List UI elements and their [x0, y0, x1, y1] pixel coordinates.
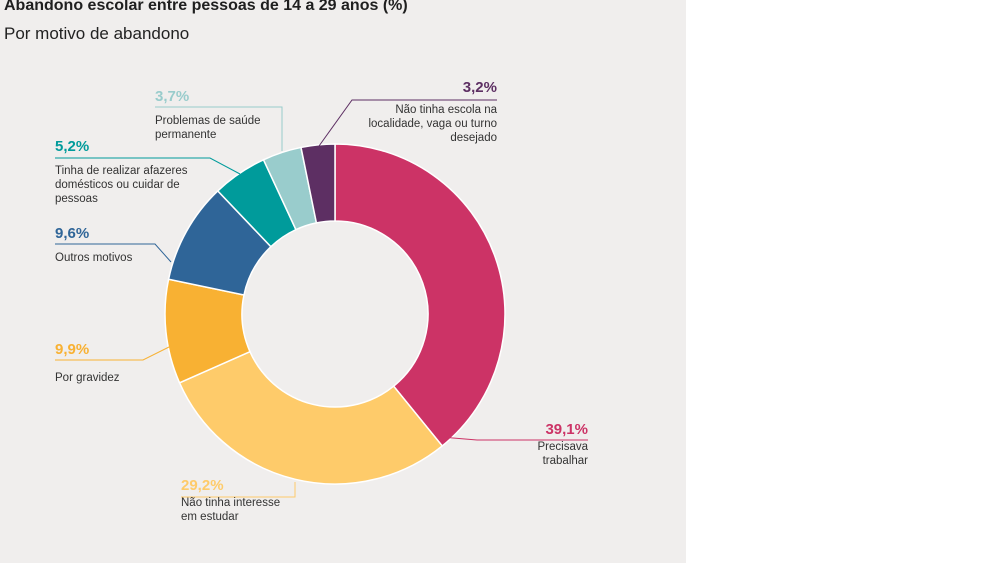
slice-category-label: trabalhar — [543, 455, 589, 467]
slice-value-label: 9,6% — [55, 225, 89, 242]
slice-category-label: Não tinha escola na — [395, 104, 497, 116]
slice-value-label: 9,9% — [55, 341, 89, 358]
slice-category-label: Problemas de saúde — [155, 115, 260, 127]
chart-title: Abandono escolar entre pessoas de 14 a 2… — [4, 0, 408, 14]
chart-card: Abandono escolar entre pessoas de 14 a 2… — [0, 0, 686, 563]
slice-category-label: em estudar — [181, 511, 239, 523]
donut-slice — [334, 143, 506, 447]
slice-category-label: Não tinha interesse — [181, 497, 280, 509]
donut-slice — [178, 350, 444, 485]
donut-chart: 39,1% Precisava trabalhar 29,2% Não tinha in… — [55, 79, 589, 523]
leader-line — [440, 436, 588, 441]
slice-category-label: domésticos ou cuidar de — [55, 179, 180, 191]
slice-value-label: 3,7% — [155, 88, 189, 105]
leader-line — [55, 157, 241, 175]
slice-category-label: pessoas — [55, 193, 98, 205]
leader-line — [55, 345, 172, 361]
slice-labels: 39,1% Precisava trabalhar 29,2% Não tinha in… — [55, 79, 589, 523]
slice-category-label: Por gravidez — [55, 372, 120, 384]
slice-category-label: permanente — [155, 129, 216, 141]
leader-lines — [55, 99, 588, 498]
slice-category-label: localidade, vaga ou turno — [368, 118, 497, 130]
slice-value-label: 5,2% — [55, 138, 89, 155]
donut-slice — [300, 143, 336, 224]
slice-category-label: Precisava — [538, 441, 589, 453]
leader-line — [155, 106, 283, 151]
leader-line — [318, 99, 497, 147]
leader-line — [55, 243, 172, 263]
slice-category-label: desejado — [450, 132, 497, 144]
leader-line — [181, 482, 296, 498]
slice-value-label: 39,1% — [545, 421, 588, 438]
donut-slices — [164, 143, 506, 485]
slice-value-label: 3,2% — [463, 79, 497, 96]
slice-category-label: Outros motivos — [55, 252, 133, 264]
chart-subtitle: Por motivo de abandono — [4, 24, 190, 43]
slice-category-label: Tinha de realizar afazeres — [55, 165, 188, 177]
slice-value-label: 29,2% — [181, 477, 224, 494]
